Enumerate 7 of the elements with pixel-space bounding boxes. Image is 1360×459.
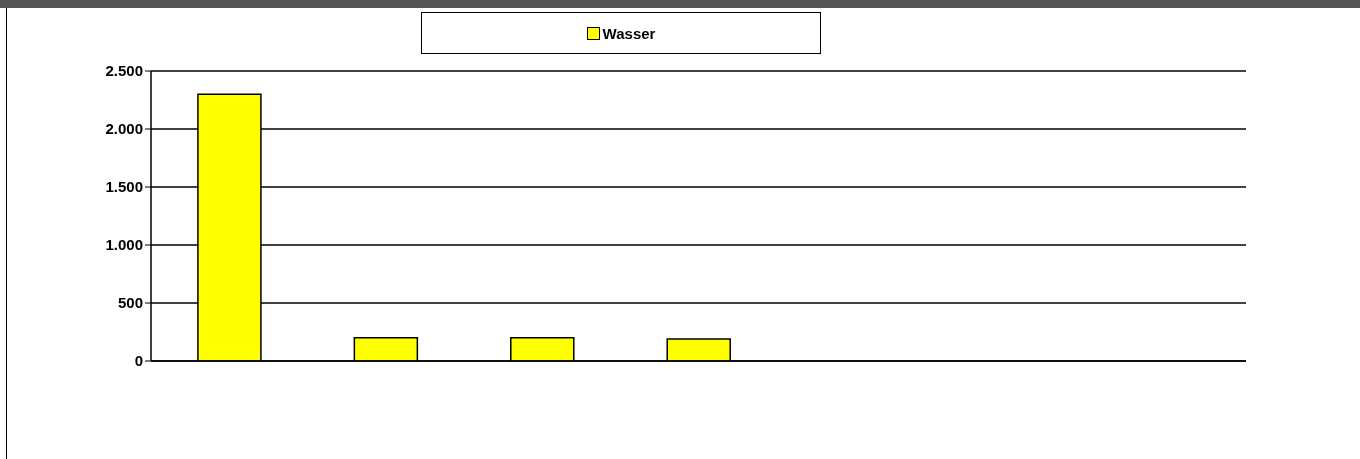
y-tick-label: 500 <box>117 294 143 312</box>
legend-label: Wasser <box>601 24 656 42</box>
y-tick-label: 1.500 <box>105 178 143 196</box>
y-tick-label: 2.000 <box>105 120 143 138</box>
y-tick-label: 0 <box>134 352 143 370</box>
y-tick-label: 1.000 <box>105 236 143 254</box>
y-tick-label: 2.500 <box>105 62 143 80</box>
